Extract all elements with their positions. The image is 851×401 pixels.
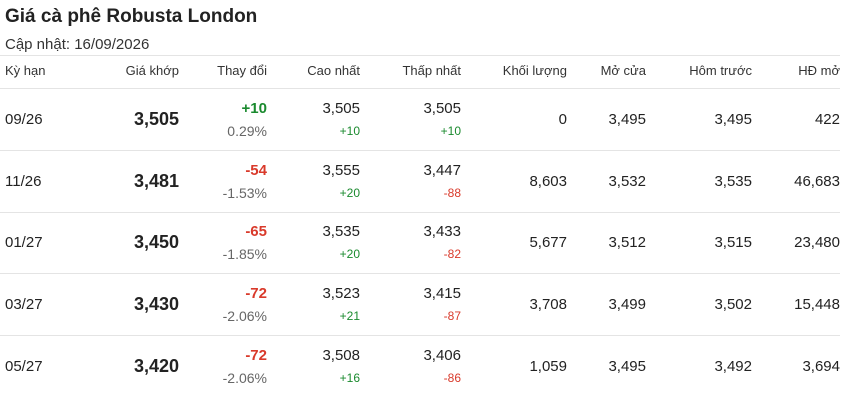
row-high: 3,523 [322,285,360,302]
row-volume: 5,677 [529,234,567,251]
row-term: 09/26 [5,111,43,128]
row-low-change: -87 [443,309,461,323]
header-term: Kỳ hạn [5,63,46,78]
header-volume: Khối lượng [502,63,567,78]
row-low: 3,447 [423,162,461,179]
row-low-change: -88 [443,186,461,200]
row-open: 3,495 [608,358,646,375]
row-divider [0,335,840,336]
row-term: 01/27 [5,234,43,251]
row-volume: 8,603 [529,173,567,190]
row-volume: 1,059 [529,358,567,375]
header-open-interest: HĐ mở [798,63,840,78]
row-prev: 3,502 [714,296,752,313]
header-high: Cao nhất [307,63,360,78]
header-open: Mở cửa [600,63,646,78]
row-open-interest: 46,683 [794,173,840,190]
row-high-change: +20 [339,186,360,200]
row-change-percent: -2.06% [222,370,267,386]
row-change: -65 [245,223,267,240]
page-title: Giá cà phê Robusta London [5,6,258,27]
row-open: 3,499 [608,296,646,313]
row-price: 3,481 [133,171,179,191]
row-low-change: -82 [443,247,461,261]
row-open-interest: 3,694 [802,358,840,375]
row-high: 3,508 [322,347,360,364]
header-top-divider [0,55,840,56]
row-divider [0,273,840,274]
row-low: 3,406 [423,347,461,364]
row-high: 3,505 [322,100,360,117]
row-term: 03/27 [5,296,43,313]
row-prev: 3,492 [714,358,752,375]
row-divider [0,212,840,213]
row-change: -54 [245,162,267,179]
row-open: 3,512 [608,234,646,251]
row-high-change: +21 [339,309,360,323]
row-low-change: +10 [440,124,461,138]
row-high: 3,555 [322,162,360,179]
header-price: Giá khớp [125,63,179,78]
row-change-percent: -1.85% [222,246,267,262]
row-change: +10 [241,100,267,117]
row-change-percent: -2.06% [222,308,267,324]
row-change-percent: 0.29% [227,123,267,139]
row-price: 3,505 [133,109,179,129]
row-price: 3,450 [133,232,179,252]
header-bottom-divider [0,88,840,89]
row-low: 3,433 [423,223,461,240]
row-high-change: +10 [339,124,360,138]
row-change: -72 [245,347,267,364]
row-low: 3,415 [423,285,461,302]
row-divider [0,150,840,151]
row-prev: 3,495 [714,111,752,128]
row-low-change: -86 [443,371,461,385]
row-open-interest: 15,448 [794,296,840,313]
row-price: 3,420 [133,356,179,376]
row-open-interest: 23,480 [794,234,840,251]
row-high: 3,535 [322,223,360,240]
row-high-change: +16 [339,371,360,385]
row-change: -72 [245,285,267,302]
row-low: 3,505 [423,100,461,117]
row-volume: 3,708 [529,296,567,313]
row-open: 3,532 [608,173,646,190]
header-change: Thay đổi [217,63,267,78]
row-volume: 0 [558,111,567,128]
header-low: Thấp nhất [402,63,461,78]
row-open: 3,495 [608,111,646,128]
row-price: 3,430 [133,294,179,314]
header-prev: Hôm trước [689,63,752,78]
update-timestamp: Cập nhật: 16/09/2026 [5,36,150,53]
row-high-change: +20 [339,247,360,261]
row-prev: 3,535 [714,173,752,190]
row-term: 11/26 [5,173,42,190]
row-change-percent: -1.53% [222,185,267,201]
row-term: 05/27 [5,358,43,375]
row-open-interest: 422 [814,111,840,128]
row-prev: 3,515 [714,234,752,251]
